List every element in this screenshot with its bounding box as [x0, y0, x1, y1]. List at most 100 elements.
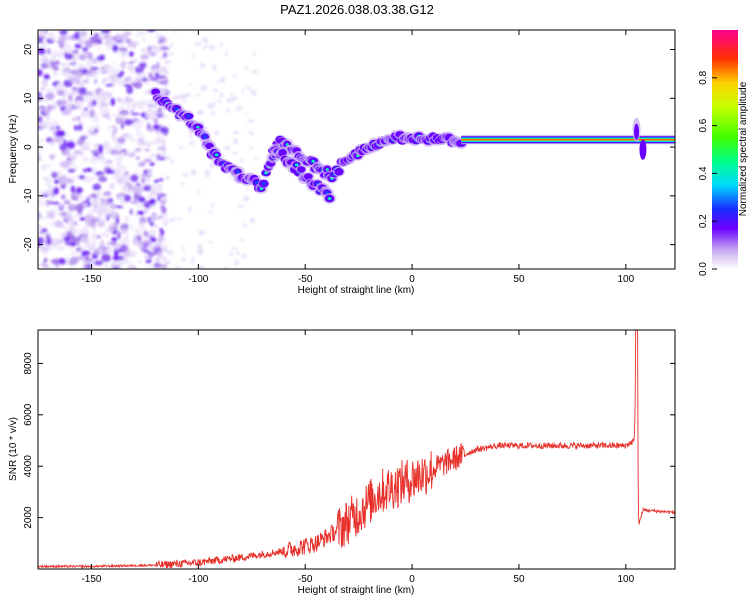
noise-blob	[142, 77, 148, 82]
noise-blob	[142, 37, 147, 43]
noise-blob	[172, 98, 175, 102]
noise-blob	[60, 63, 66, 67]
noise-blob	[82, 168, 88, 173]
noise-blob	[48, 265, 54, 269]
noise-blob	[52, 66, 59, 71]
noise-blob	[123, 84, 132, 87]
noise-blob	[64, 53, 74, 60]
noise-blob	[38, 107, 43, 110]
noise-blob	[86, 263, 91, 269]
noise-blob	[176, 217, 182, 221]
noise-blob	[139, 118, 144, 127]
noise-blob	[148, 72, 153, 78]
noise-blob	[96, 55, 105, 61]
noise-blob	[40, 62, 48, 69]
noise-blob	[159, 46, 170, 51]
noise-blob	[141, 160, 146, 165]
noise-blob	[80, 152, 84, 157]
noise-blob	[67, 218, 76, 226]
noise-blob	[103, 93, 111, 98]
noise-blob	[156, 153, 161, 161]
noise-blob	[114, 40, 124, 43]
noise-blob	[240, 238, 245, 242]
noise-blob	[187, 206, 192, 213]
noise-blob	[166, 250, 174, 255]
noise-blob	[48, 32, 56, 41]
noise-blob	[67, 168, 76, 173]
noise-blob	[66, 36, 76, 40]
noise-blob	[126, 85, 134, 95]
noise-blob	[149, 230, 155, 237]
noise-blob	[73, 149, 83, 155]
noise-blob	[82, 225, 88, 234]
noise-blob	[77, 197, 82, 201]
noise-blob	[100, 197, 106, 203]
noise-blob	[41, 56, 50, 64]
noise-blob	[61, 98, 67, 107]
noise-blob	[130, 68, 134, 76]
colorbar-tick-label: 0.2	[698, 214, 709, 228]
noise-blob	[50, 154, 54, 161]
noise-blob	[149, 198, 156, 205]
noise-blob	[129, 104, 138, 108]
noise-blob	[38, 211, 42, 220]
noise-blob	[82, 108, 91, 117]
noise-blob	[220, 42, 223, 48]
noise-blob	[103, 141, 111, 147]
noise-blob	[38, 69, 43, 77]
noise-blob	[164, 70, 170, 75]
noise-blob	[199, 63, 205, 68]
noise-blob	[76, 38, 82, 42]
noise-blob	[114, 205, 124, 209]
noise-blob	[161, 198, 168, 202]
noise-blob	[105, 116, 112, 121]
noise-blob	[113, 249, 119, 257]
noise-blob	[91, 99, 97, 106]
noise-blob	[135, 183, 141, 187]
noise-blob	[241, 254, 248, 258]
noise-blob	[139, 216, 147, 225]
noise-blob	[43, 257, 48, 264]
noise-blob	[100, 69, 109, 75]
noise-blob	[58, 176, 67, 180]
noise-blob	[160, 256, 167, 261]
noise-blob	[150, 237, 157, 243]
noise-blob	[140, 173, 146, 181]
noise-blob	[147, 216, 152, 224]
noise-blob	[136, 126, 141, 135]
noise-blob	[71, 87, 79, 90]
noise-blob	[65, 61, 70, 70]
noise-blob	[83, 157, 88, 161]
noise-blob	[115, 116, 124, 125]
noise-blob	[144, 89, 148, 96]
snr-series-line	[38, 330, 675, 569]
noise-blob	[87, 168, 93, 173]
noise-blob	[38, 143, 42, 146]
noise-blob	[152, 223, 160, 229]
noise-blob	[119, 152, 126, 159]
noise-blob	[97, 47, 101, 51]
noise-blob	[182, 173, 188, 177]
trace-core	[297, 166, 306, 173]
spectrogram-ytick-label: -20	[23, 237, 34, 252]
noise-blob	[126, 79, 136, 83]
noise-blob	[84, 94, 93, 103]
noise-blob	[130, 224, 135, 232]
trace-core	[334, 168, 344, 176]
noise-blob	[65, 148, 71, 157]
noise-blob	[138, 196, 146, 203]
noise-blob	[164, 260, 171, 265]
noise-blob	[175, 265, 182, 269]
noise-blob	[39, 244, 48, 248]
noise-blob	[95, 37, 102, 42]
noise-blob	[207, 240, 213, 244]
noise-blob	[125, 178, 129, 184]
noise-blob	[101, 66, 106, 70]
noise-blob	[44, 200, 54, 204]
noise-blob	[131, 82, 136, 87]
noise-blob	[210, 203, 215, 209]
noise-blob	[157, 251, 163, 258]
noise-blob	[107, 125, 112, 131]
noise-blob	[149, 154, 159, 158]
noise-blob	[121, 223, 129, 229]
